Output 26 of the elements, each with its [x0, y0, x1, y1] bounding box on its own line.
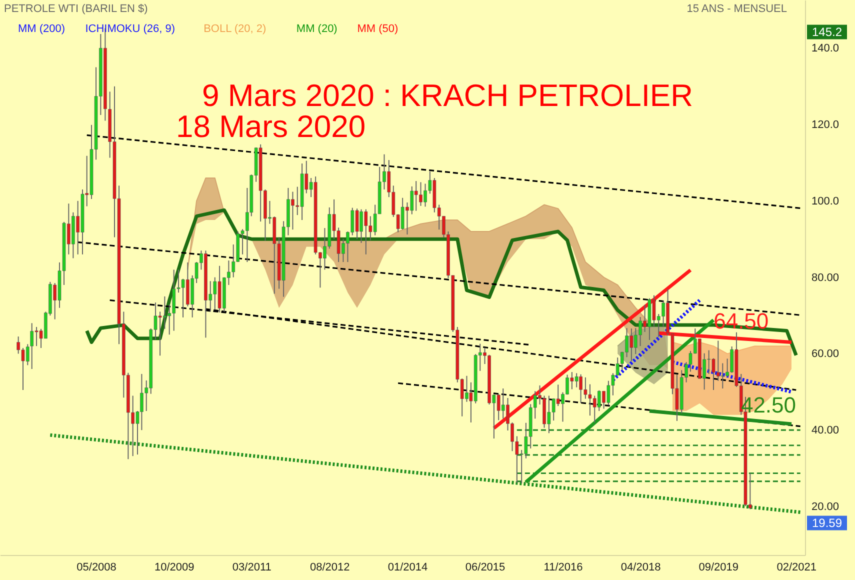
legend-label: BOLL (20, 2) [204, 23, 266, 35]
chart-subtitle: 15 ANS - MENSUEL [686, 3, 787, 15]
legend-label: MM (50) [357, 23, 398, 35]
x-tick-label: 01/2014 [388, 562, 428, 574]
y-tick-label: 40.00 [812, 424, 840, 437]
y-tick-label: 20.00 [812, 500, 840, 513]
x-tick-label: 04/2018 [620, 562, 661, 574]
text: 19.59 [812, 516, 842, 530]
y-tick-label: 120.0 [812, 119, 840, 132]
x-tick-label: 09/2019 [698, 562, 739, 574]
legend-label: ICHIMOKU (26, 9) [85, 23, 176, 35]
x-tick-label: 11/2016 [544, 562, 583, 574]
x-tick-label: 05/2008 [76, 562, 116, 574]
x-tick-label: 08/2012 [310, 562, 350, 574]
chart-title: PETROLE WTI (BARIL EN $) [4, 3, 148, 15]
text: 145.2 [812, 25, 842, 39]
x-tick-label: 06/2015 [465, 562, 506, 574]
legend-label: MM (200) [18, 23, 66, 35]
x-tick-label: 02/2021 [776, 562, 817, 574]
y-tick-label: 60.00 [812, 348, 840, 360]
x-tick-label: 10/2009 [154, 562, 194, 574]
x-tick-label: 03/2011 [232, 562, 272, 574]
y-tick-label: 140.0 [812, 42, 840, 55]
y-tick-label: 100.0 [812, 195, 840, 208]
y-tick-label: 80.00 [812, 272, 840, 284]
legend-label: MM (20) [296, 23, 338, 35]
